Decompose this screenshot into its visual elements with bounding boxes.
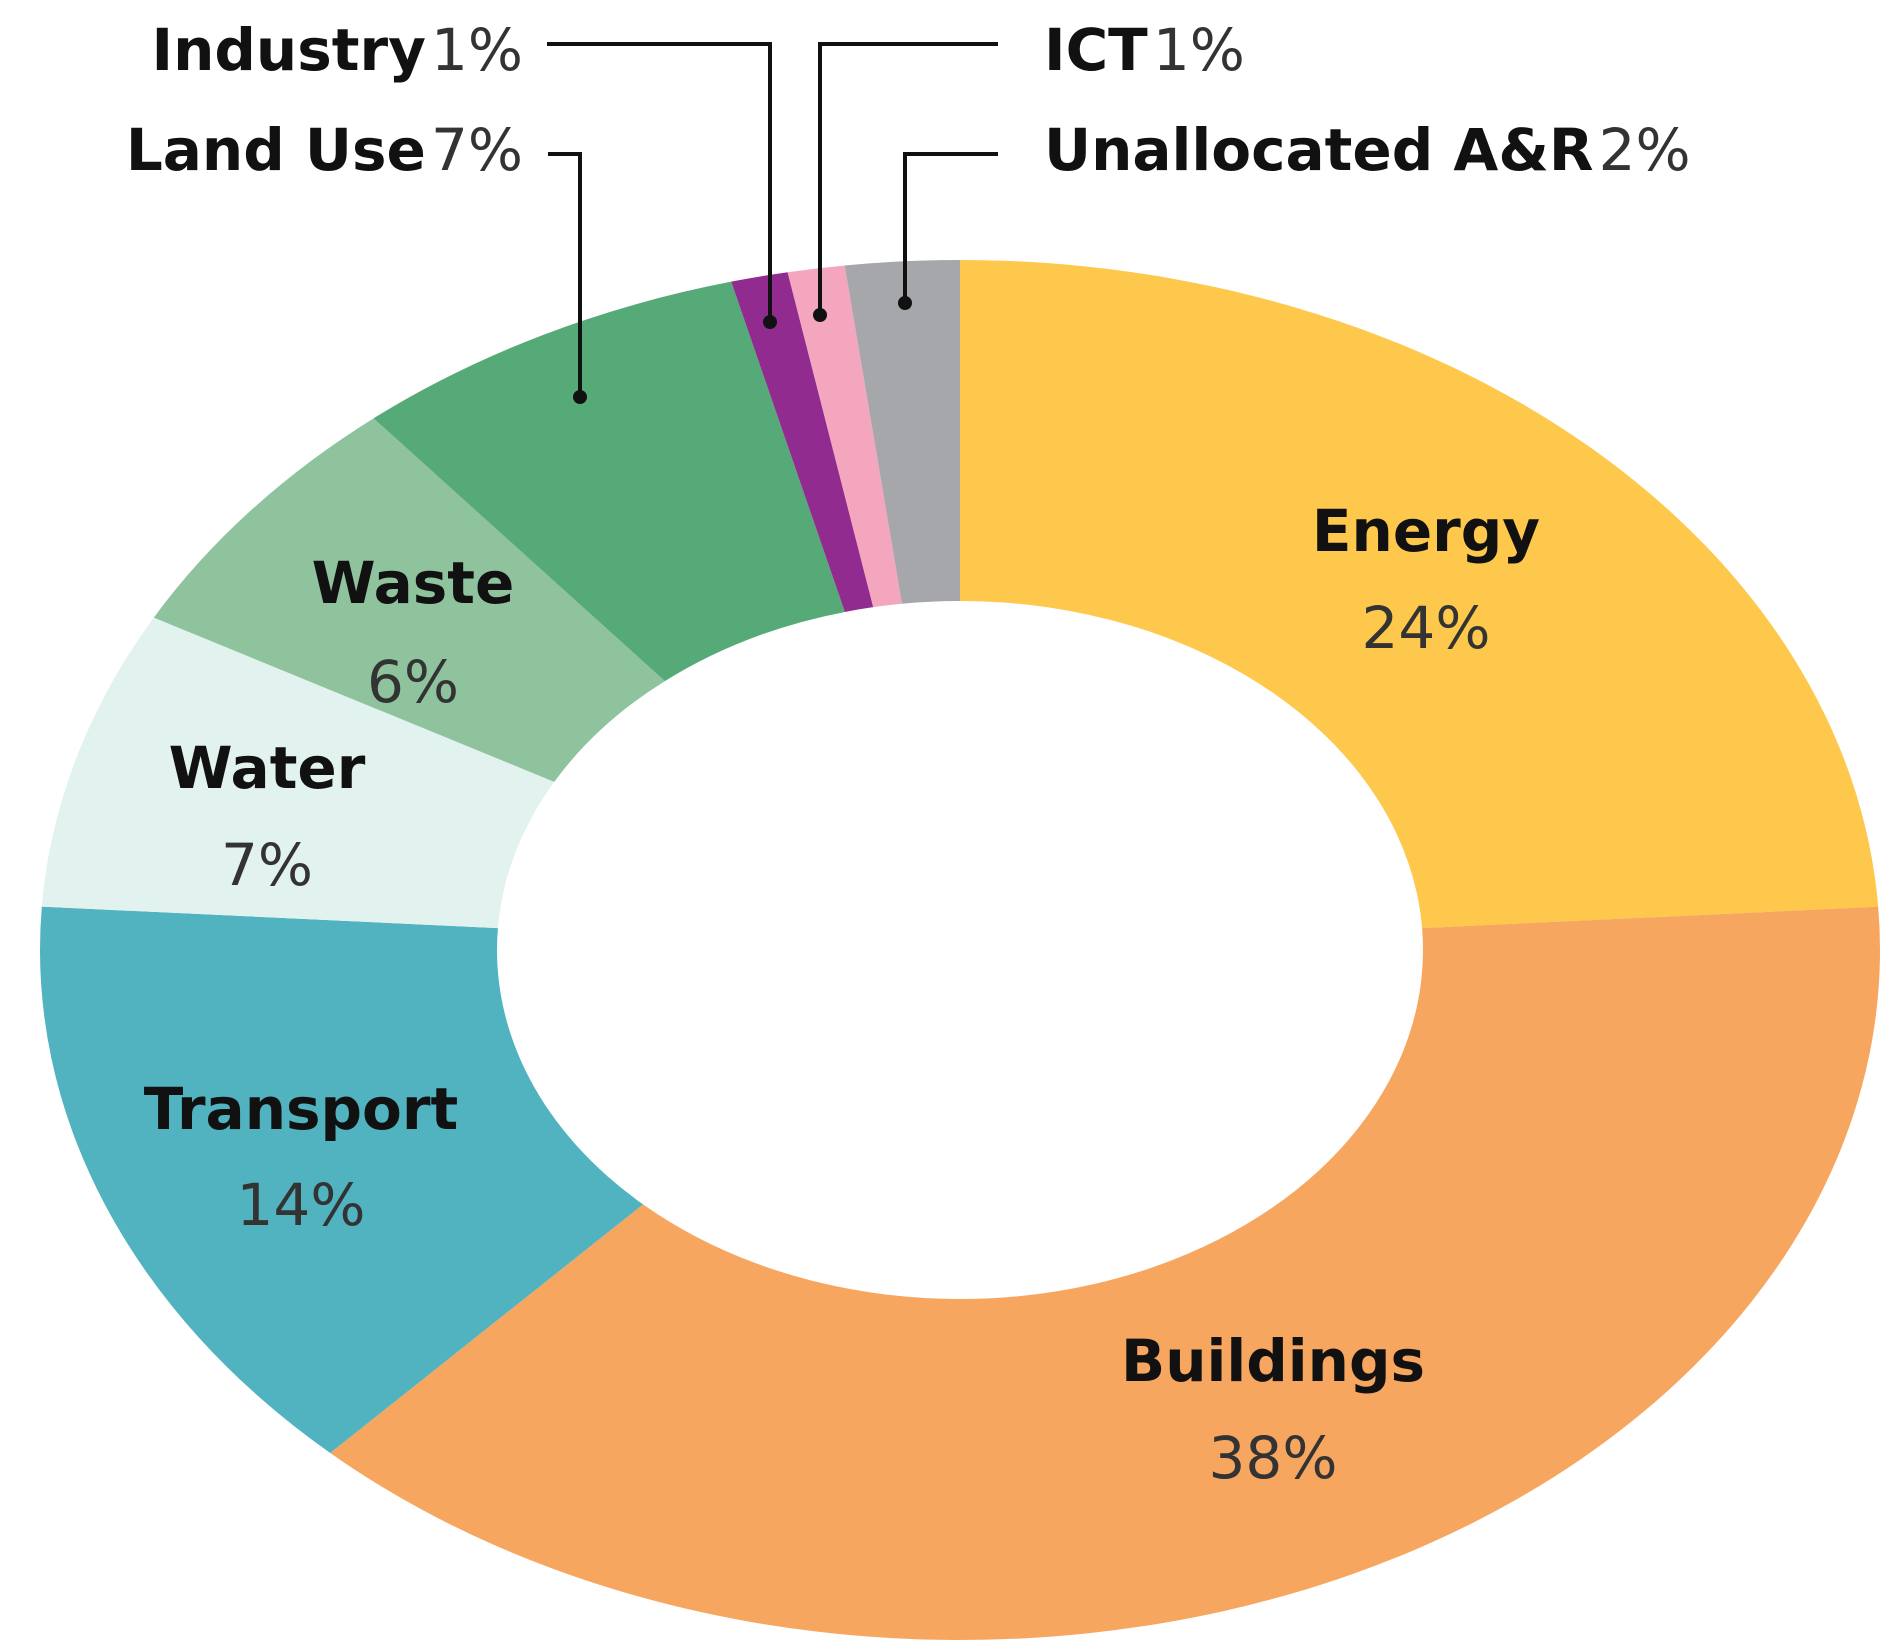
slice-label: Waste — [312, 549, 515, 617]
slice — [41, 617, 555, 929]
leader-dot — [763, 315, 777, 329]
slice-label: Energy — [1312, 497, 1540, 565]
value-label: 1% — [1153, 16, 1245, 84]
callout-label: Industry 1% — [152, 16, 523, 84]
leader-dot — [573, 390, 587, 404]
leader-line — [548, 152, 582, 397]
slice-label: Land Use — [126, 116, 426, 184]
leader-line — [818, 42, 998, 315]
slice — [330, 906, 1880, 1641]
slice-label: Water — [169, 734, 366, 802]
callout-label: Land Use 7% — [126, 116, 523, 184]
value-label: 38% — [1209, 1424, 1338, 1492]
leader-line — [547, 42, 772, 322]
slice-label: Industry — [152, 16, 426, 84]
callout-label: Unallocated A&R 2% — [1044, 116, 1691, 184]
value-label: 24% — [1362, 594, 1491, 662]
slice-label: Buildings — [1121, 1327, 1425, 1395]
slice — [844, 260, 960, 604]
value-label: 6% — [367, 648, 459, 716]
value-label: 7% — [221, 831, 313, 899]
slice — [787, 265, 902, 608]
value-label: 7% — [431, 116, 523, 184]
leader-dot — [898, 296, 912, 310]
slice — [960, 260, 1879, 929]
leader-dot — [813, 308, 827, 322]
value-label: 2% — [1599, 116, 1691, 184]
slice-label: Unallocated A&R — [1044, 116, 1594, 184]
slice — [373, 281, 845, 682]
value-label: 1% — [431, 16, 523, 84]
slice-label: ICT — [1044, 16, 1148, 84]
callout-label: ICT 1% — [1044, 16, 1245, 84]
value-label: 14% — [237, 1171, 366, 1239]
slice — [39, 906, 644, 1453]
slice — [153, 418, 665, 782]
slice — [731, 272, 874, 612]
leader-line — [903, 152, 998, 303]
slice-label: Transport — [144, 1075, 458, 1143]
